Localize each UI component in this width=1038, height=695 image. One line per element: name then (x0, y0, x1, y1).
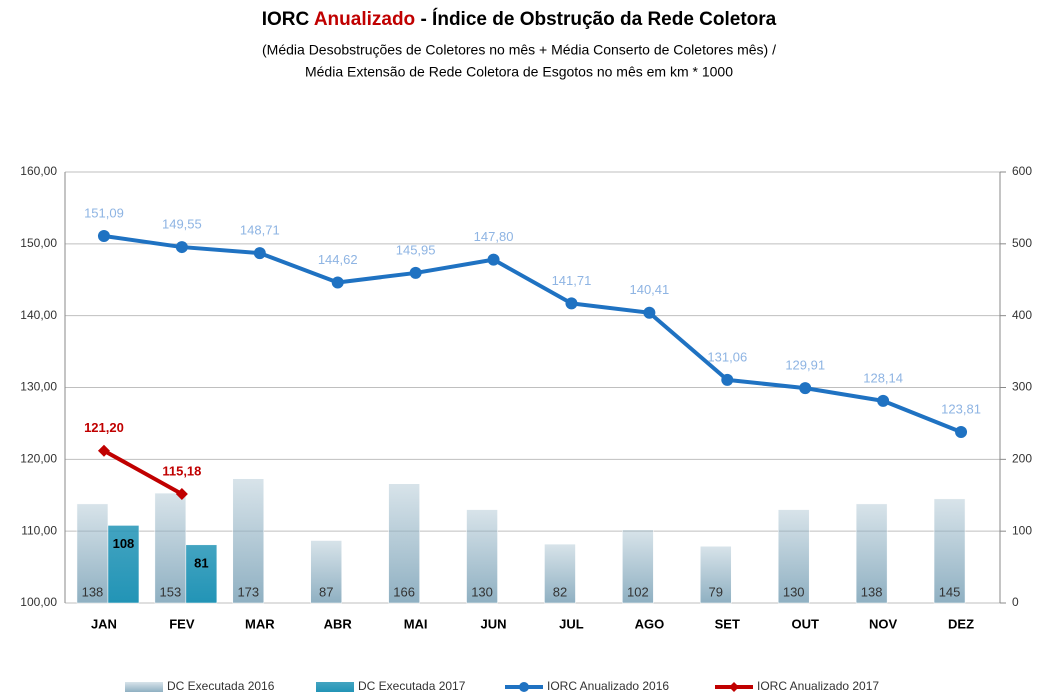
marker (97, 444, 110, 457)
bar (777, 509, 810, 604)
legend-swatch (125, 682, 163, 692)
bar (388, 483, 420, 604)
bar-value-label: 130 (471, 584, 493, 599)
marker (799, 382, 812, 395)
marker (487, 253, 500, 266)
title-part: IORC (262, 9, 310, 30)
bar (185, 544, 218, 604)
bar (700, 546, 732, 604)
bar-value-label: 138 (82, 584, 104, 599)
y-tick-label: 110,00 (21, 523, 57, 537)
x-tick-label: OUT (791, 616, 819, 631)
bar-value-label: 87 (319, 584, 333, 599)
y2-tick-label: 400 (1012, 308, 1032, 322)
bar (933, 498, 966, 604)
x-tick-label: FEV (169, 616, 195, 631)
legend-label: DC Executada 2016 (167, 679, 275, 693)
line-value-label: 147,80 (474, 229, 514, 244)
line (103, 234, 962, 434)
title-part: - Índice de Obstrução da Rede Coletora (420, 8, 776, 30)
y2-tick-label: 500 (1012, 236, 1032, 250)
marker (97, 230, 110, 243)
marker (175, 241, 188, 254)
y-tick-label: 160,00 (20, 164, 57, 178)
y2-tick-label: 600 (1012, 164, 1032, 178)
bar (622, 529, 654, 604)
marker (877, 394, 890, 407)
line-value-label: 123,81 (941, 401, 981, 416)
bar-value-label: 145 (939, 584, 961, 599)
y-tick-label: 140,00 (20, 308, 57, 322)
x-tick-label: ABR (324, 616, 353, 631)
title-highlight: Anualizado (314, 9, 415, 30)
bar-value-label: 79 (709, 584, 723, 599)
bar (466, 509, 498, 604)
bar-value-label: 173 (237, 584, 259, 599)
bar-value-label: 130 (783, 584, 805, 599)
marker (643, 306, 656, 319)
bar-value-label: 153 (160, 584, 182, 599)
y2-tick-label: 0 (1012, 595, 1019, 609)
line-value-label: 149,55 (162, 217, 202, 232)
y2-tick-label: 200 (1012, 452, 1032, 466)
bar (310, 540, 342, 604)
subtitle: (Média Desobstruções de Coletores no mês… (262, 42, 776, 58)
y2-tick-label: 100 (1012, 523, 1032, 537)
marker (175, 487, 188, 500)
line-value-label: 148,71 (240, 223, 280, 238)
bar (232, 478, 265, 604)
legend-label: IORC Anualizado 2017 (757, 679, 879, 693)
line-value-label: 140,41 (629, 282, 669, 297)
line-value-label: 129,91 (785, 358, 825, 373)
bar-value-label: 166 (393, 584, 415, 599)
line-value-label: 141,71 (552, 273, 592, 288)
y-tick-label: 150,00 (20, 236, 57, 250)
legend-marker (729, 682, 739, 692)
bar-value-label: 138 (861, 584, 883, 599)
y2-tick-label: 300 (1012, 380, 1032, 394)
y-tick-label: 120,00 (20, 452, 57, 466)
x-tick-label: NOV (869, 616, 898, 631)
bar (107, 525, 140, 604)
bar-value-label: 82 (553, 584, 567, 599)
bar-value-label: 81 (194, 555, 208, 570)
x-tick-label: SET (715, 616, 740, 631)
marker (253, 247, 266, 260)
legend-label: DC Executada 2017 (358, 679, 466, 693)
legend-label: IORC Anualizado 2016 (547, 679, 669, 693)
bar (76, 503, 109, 604)
bar (855, 503, 888, 604)
bar (154, 492, 187, 604)
line-value-label: 144,62 (318, 252, 358, 267)
legend-marker (519, 682, 529, 692)
line-value-label: 121,20 (84, 420, 124, 435)
y-tick-label: 100,00 (20, 595, 57, 609)
bar-value-label: 108 (113, 536, 135, 551)
y-tick-label: 130,00 (20, 380, 57, 394)
line (102, 448, 183, 496)
line-value-label: 128,14 (863, 370, 903, 385)
x-tick-label: JAN (91, 616, 117, 631)
marker (721, 373, 734, 386)
x-tick-label: AGO (635, 616, 665, 631)
bar-value-label: 102 (627, 584, 649, 599)
marker (955, 425, 968, 438)
x-tick-label: MAR (245, 616, 275, 631)
x-tick-label: MAI (404, 616, 428, 631)
x-tick-label: JUL (559, 616, 584, 631)
line-value-label: 151,09 (84, 205, 124, 220)
marker (331, 276, 344, 289)
x-tick-label: DEZ (948, 616, 974, 631)
line-value-label: 145,95 (396, 242, 436, 257)
bar (544, 543, 576, 604)
chart-title: IORC Anualizado - Índice de Obstrução da… (262, 8, 777, 30)
legend-swatch (316, 682, 354, 692)
marker (409, 266, 422, 279)
x-tick-label: JUN (481, 616, 507, 631)
line-value-label: 115,18 (162, 463, 201, 478)
line-value-label: 131,06 (707, 349, 747, 364)
subtitle: Média Extensão de Rede Coletora de Esgot… (305, 64, 733, 80)
marker (565, 297, 578, 310)
